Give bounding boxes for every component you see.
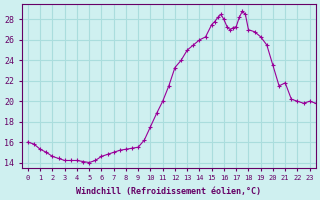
X-axis label: Windchill (Refroidissement éolien,°C): Windchill (Refroidissement éolien,°C) [76,187,261,196]
